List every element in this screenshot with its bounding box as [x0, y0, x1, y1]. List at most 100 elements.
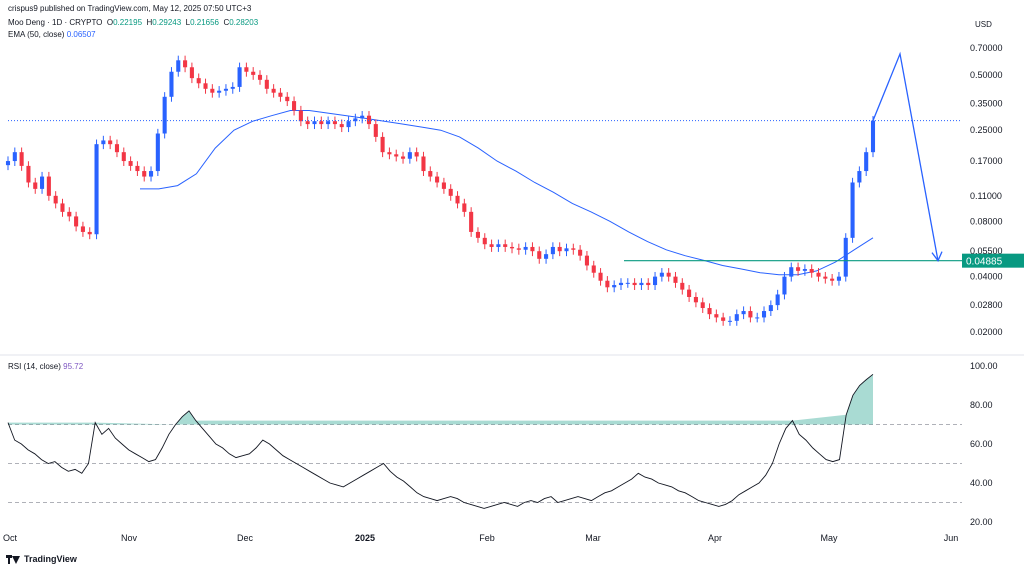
candle	[203, 83, 208, 89]
rsi-tick-label: 60.00	[970, 439, 993, 449]
ema-line	[140, 110, 874, 276]
ema50-series	[140, 110, 874, 276]
candle	[298, 110, 303, 122]
price-tick-label: 0.05500	[970, 246, 1003, 256]
candle	[544, 254, 549, 259]
symbol-title[interactable]: Moo Deng · 1D · CRYPTO	[8, 18, 103, 27]
candle	[721, 317, 726, 321]
candle	[550, 246, 555, 255]
candle	[516, 248, 521, 250]
candle	[237, 67, 242, 87]
candle	[523, 246, 528, 250]
candle	[734, 314, 739, 321]
candles	[5, 55, 876, 326]
candle	[400, 156, 406, 159]
candle	[714, 314, 719, 318]
candle	[509, 246, 515, 249]
candle	[843, 237, 848, 277]
tradingview-logo-icon	[6, 554, 20, 564]
candle	[60, 203, 65, 212]
price-tick-label: 0.11000	[970, 191, 1002, 201]
candle	[578, 249, 583, 256]
time-tick-label: Dec	[237, 533, 254, 543]
rsi-legend[interactable]: RSI (14, close) 95.72	[8, 362, 83, 371]
time-tick-label: Feb	[479, 533, 495, 543]
low-label: L	[185, 18, 191, 27]
candle	[653, 276, 658, 286]
candle	[108, 140, 113, 145]
candle	[67, 211, 72, 217]
candle	[257, 74, 263, 80]
support-price-label: 0.04885	[966, 257, 1003, 268]
time-tick-label: Apr	[708, 533, 722, 543]
candle	[830, 278, 835, 281]
candle	[421, 156, 426, 172]
candle	[557, 246, 562, 252]
candle	[339, 124, 344, 128]
candle	[332, 121, 337, 125]
candle	[373, 124, 378, 137]
candle	[223, 88, 228, 91]
candle	[469, 211, 474, 232]
candle	[741, 311, 746, 315]
candle	[135, 165, 140, 172]
high-label: H	[146, 18, 153, 27]
candle	[435, 176, 440, 183]
candle	[271, 88, 276, 93]
projection-arrowhead	[931, 251, 943, 262]
candle	[114, 144, 120, 153]
rsi-tick-label: 80.00	[970, 400, 993, 410]
time-tick-label: May	[820, 533, 838, 543]
candle	[639, 282, 644, 286]
candle	[53, 195, 58, 204]
candle	[646, 282, 651, 286]
candle	[312, 121, 317, 125]
candle	[380, 136, 385, 153]
ema-legend[interactable]: EMA (50, close) 0.06507	[8, 30, 96, 39]
candle	[700, 302, 705, 309]
candle	[196, 78, 201, 84]
candle	[482, 237, 487, 245]
candle	[251, 71, 256, 75]
candle	[503, 244, 508, 247]
candle	[101, 140, 106, 145]
time-tick-label: 2025	[355, 533, 375, 543]
tradingview-logo[interactable]: TradingView	[6, 554, 77, 564]
candle	[19, 152, 24, 166]
candle	[142, 171, 147, 177]
candle	[441, 182, 446, 189]
candle	[121, 152, 126, 162]
candle	[591, 265, 596, 273]
candle	[176, 60, 181, 72]
candle	[870, 120, 876, 153]
candle	[530, 246, 535, 252]
candle	[680, 282, 685, 290]
time-tick-label: Mar	[585, 533, 601, 543]
rsi-tick-label: 20.00	[970, 517, 993, 527]
candle	[693, 296, 698, 303]
candle	[428, 171, 433, 177]
time-tick-label: Nov	[121, 533, 138, 543]
time-tick-label: Jun	[944, 533, 959, 543]
candle	[210, 88, 215, 93]
candle	[761, 311, 767, 318]
candle	[857, 171, 862, 183]
candle	[80, 226, 85, 232]
candle	[26, 165, 31, 183]
price-tick-label: 0.08000	[970, 216, 1003, 226]
candle	[755, 317, 760, 319]
candle	[360, 115, 365, 119]
rsi-tick-label: 40.00	[970, 478, 993, 488]
candle	[605, 280, 610, 288]
symbol-legend: Moo Deng · 1D · CRYPTO O0.22195 H0.29243…	[8, 18, 258, 27]
candle	[571, 248, 576, 250]
candle	[809, 269, 814, 273]
support-price-badge	[962, 253, 1024, 268]
price-tick-label: 0.04000	[970, 272, 1003, 282]
currency-label: USD	[975, 20, 992, 29]
candle	[183, 60, 188, 68]
rsi-overbought-fill	[8, 374, 873, 425]
candle	[584, 255, 589, 266]
price-tick-label: 0.50000	[970, 70, 1003, 80]
